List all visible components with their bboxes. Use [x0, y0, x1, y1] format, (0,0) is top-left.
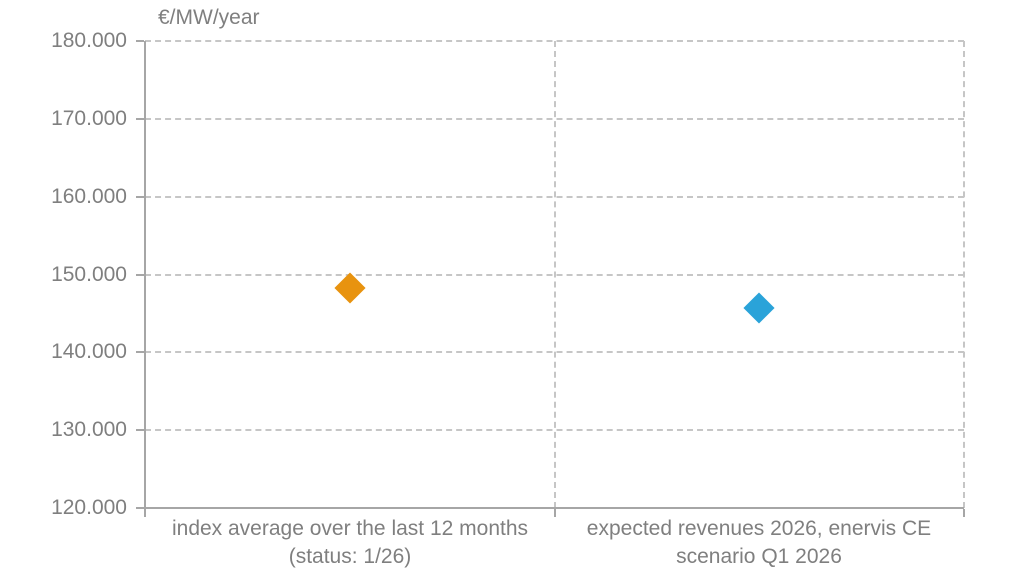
y-tick-mark: [136, 351, 144, 354]
x-tick-mark: [553, 509, 556, 517]
y-tick-label: 120.000: [51, 496, 127, 519]
y-tick-mark: [136, 40, 144, 42]
index-average-point: [334, 272, 366, 304]
y-tick-mark: [136, 429, 144, 432]
x-axis-line: [144, 507, 964, 509]
x-category-label-2-line-1: expected revenues 2026, enervis CE: [586, 517, 932, 540]
y-tick-mark: [136, 195, 144, 198]
y-tick-label: 180.000: [51, 29, 127, 52]
x-tick-mark: [144, 509, 146, 517]
v-gridline: [553, 41, 556, 508]
y-tick-mark: [136, 117, 144, 120]
x-category-label-1: index average over the last 12 months (s…: [135, 515, 565, 571]
y-tick-label: 140.000: [51, 340, 127, 364]
y-tick-mark: [136, 507, 144, 509]
x-category-label-2-line-2: scenario Q1 2026: [676, 545, 842, 568]
y-tick-mark: [136, 273, 144, 276]
x-category-label-1-line-2: (status: 1/26): [288, 545, 412, 568]
y-axis-title: €/MW/year: [158, 6, 260, 29]
y-tick-label: 160.000: [51, 184, 127, 208]
x-tick-mark: [963, 509, 965, 517]
y-tick-label: 170.000: [51, 106, 127, 130]
v-gridline: [963, 41, 965, 508]
y-tick-label: 150.000: [51, 262, 127, 286]
y-axis-line: [144, 41, 146, 508]
y-tick-label: 130.000: [51, 418, 127, 442]
expected-revenues-point: [743, 292, 775, 324]
x-category-label-1-line-1: index average over the last 12 months: [171, 517, 529, 540]
x-category-label-2: expected revenues 2026, enervis CE scena…: [544, 515, 974, 571]
